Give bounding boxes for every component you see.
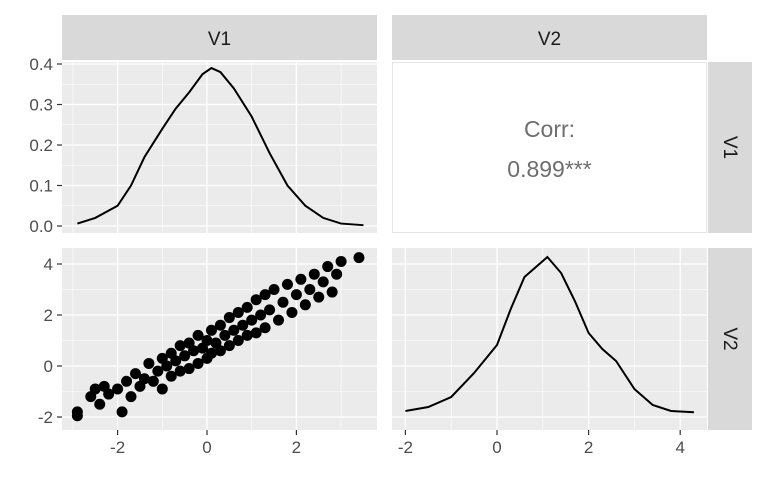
scatter-point: [237, 319, 249, 331]
scatter-point: [201, 335, 213, 346]
scatter-point: [246, 314, 258, 326]
scatter-point: [259, 289, 271, 301]
y-axis-density-tick-label: 0.3: [29, 96, 53, 115]
y-axis-density-tick-label: 0.1: [29, 177, 53, 196]
scatter-point: [223, 312, 235, 324]
scatter-point: [192, 329, 204, 341]
scatter-point: [143, 357, 155, 369]
scatter-point: [326, 286, 338, 298]
scatter-point: [331, 268, 343, 280]
strip-label-right-v1: V1: [719, 136, 740, 159]
scatter-point: [295, 273, 307, 285]
y-axis-v2-tick-label: 4: [44, 255, 53, 274]
scatter-point: [183, 363, 195, 375]
scatter-point: [308, 268, 320, 280]
scatter-point: [125, 391, 137, 403]
scatter-point: [170, 355, 182, 367]
scatter-point: [286, 306, 298, 318]
x-axis-v1-tick-label: -2: [110, 438, 125, 457]
scatter-point: [138, 373, 150, 385]
y-axis-v2-tick-label: -2: [38, 408, 53, 427]
scatter-point: [219, 329, 231, 341]
strip-top-v2: [392, 15, 707, 60]
scatter-point: [214, 319, 226, 331]
x-axis-v1-tick-label: 2: [292, 438, 301, 457]
scatter-point: [152, 365, 164, 377]
density-v1-line: [77, 66, 364, 227]
scatter-point: [322, 261, 334, 273]
scatter-point: [192, 357, 204, 369]
scatter-point: [205, 347, 217, 359]
scatter-point: [156, 383, 168, 395]
strip-label-top-v1: V1: [208, 29, 231, 50]
scatter-point: [188, 345, 200, 357]
scatter-point: [241, 329, 253, 341]
strip-right-v1: [708, 62, 752, 233]
x-axis-v2-tick-label: -2: [398, 438, 413, 457]
scatter-point: [317, 276, 329, 288]
strip-top-v1: [62, 15, 377, 60]
scatter-point: [273, 314, 285, 326]
corr-panel: [392, 62, 707, 233]
scatter-point: [250, 294, 262, 306]
scatter-point: [165, 370, 177, 382]
scatter-point: [116, 406, 128, 418]
scatter-point: [89, 383, 101, 395]
scatter-point: [277, 296, 289, 308]
scatter-point: [205, 324, 217, 336]
scatter-point: [174, 340, 186, 352]
density-v2-line: [405, 255, 694, 414]
scatter-point: [103, 388, 115, 400]
scatter-point: [94, 398, 106, 410]
scatter-point: [281, 278, 293, 290]
scatter-point: [255, 309, 267, 321]
x-axis-v1-tick-label: 0: [202, 438, 211, 457]
scatter-point: [223, 340, 235, 352]
scatter-point: [268, 284, 280, 295]
x-axis-v2-tick-label: 2: [584, 438, 593, 457]
scatter-point: [335, 255, 347, 267]
scatter-point: [179, 350, 191, 362]
scatter-point: [228, 324, 240, 336]
scatter-point: [174, 365, 186, 377]
scatter-point: [121, 375, 133, 387]
density-v1-panel-bg: [62, 62, 377, 233]
y-axis-v2-tick-label: 0: [44, 357, 53, 376]
scatter-point: [161, 360, 173, 372]
scatter-point: [313, 291, 325, 303]
scatter-point: [304, 284, 316, 295]
strip-right-v2: [708, 248, 752, 430]
y-axis-v2-tick-label: 2: [44, 306, 53, 325]
scatter-point: [259, 322, 271, 334]
scatter-point: [250, 327, 262, 339]
scatter-point: [353, 252, 365, 264]
scatter-point: [264, 304, 276, 316]
scatter-point: [214, 345, 226, 357]
corr-value: 0.899***: [507, 156, 591, 182]
scatter-point: [299, 299, 311, 311]
scatter-point: [112, 383, 124, 395]
scatter-point: [232, 335, 244, 346]
y-axis-density-tick-label: 0.2: [29, 136, 53, 155]
x-axis-v2-tick-label: 4: [675, 438, 684, 457]
y-axis-density-tick-label: 0.0: [29, 217, 53, 236]
scatter-point: [147, 375, 159, 387]
scatter-point: [241, 301, 253, 313]
strip-label-top-v2: V2: [538, 29, 561, 50]
corr-label: Corr:: [524, 116, 575, 142]
x-axis-v2-tick-label: 0: [492, 438, 501, 457]
y-axis-density-tick-label: 0.4: [29, 55, 53, 74]
scatter-point: [129, 368, 141, 380]
strip-label-right-v2: V2: [719, 327, 740, 350]
scatter-point: [71, 410, 83, 422]
scatter-point: [232, 306, 244, 318]
scatter-point: [290, 289, 302, 301]
